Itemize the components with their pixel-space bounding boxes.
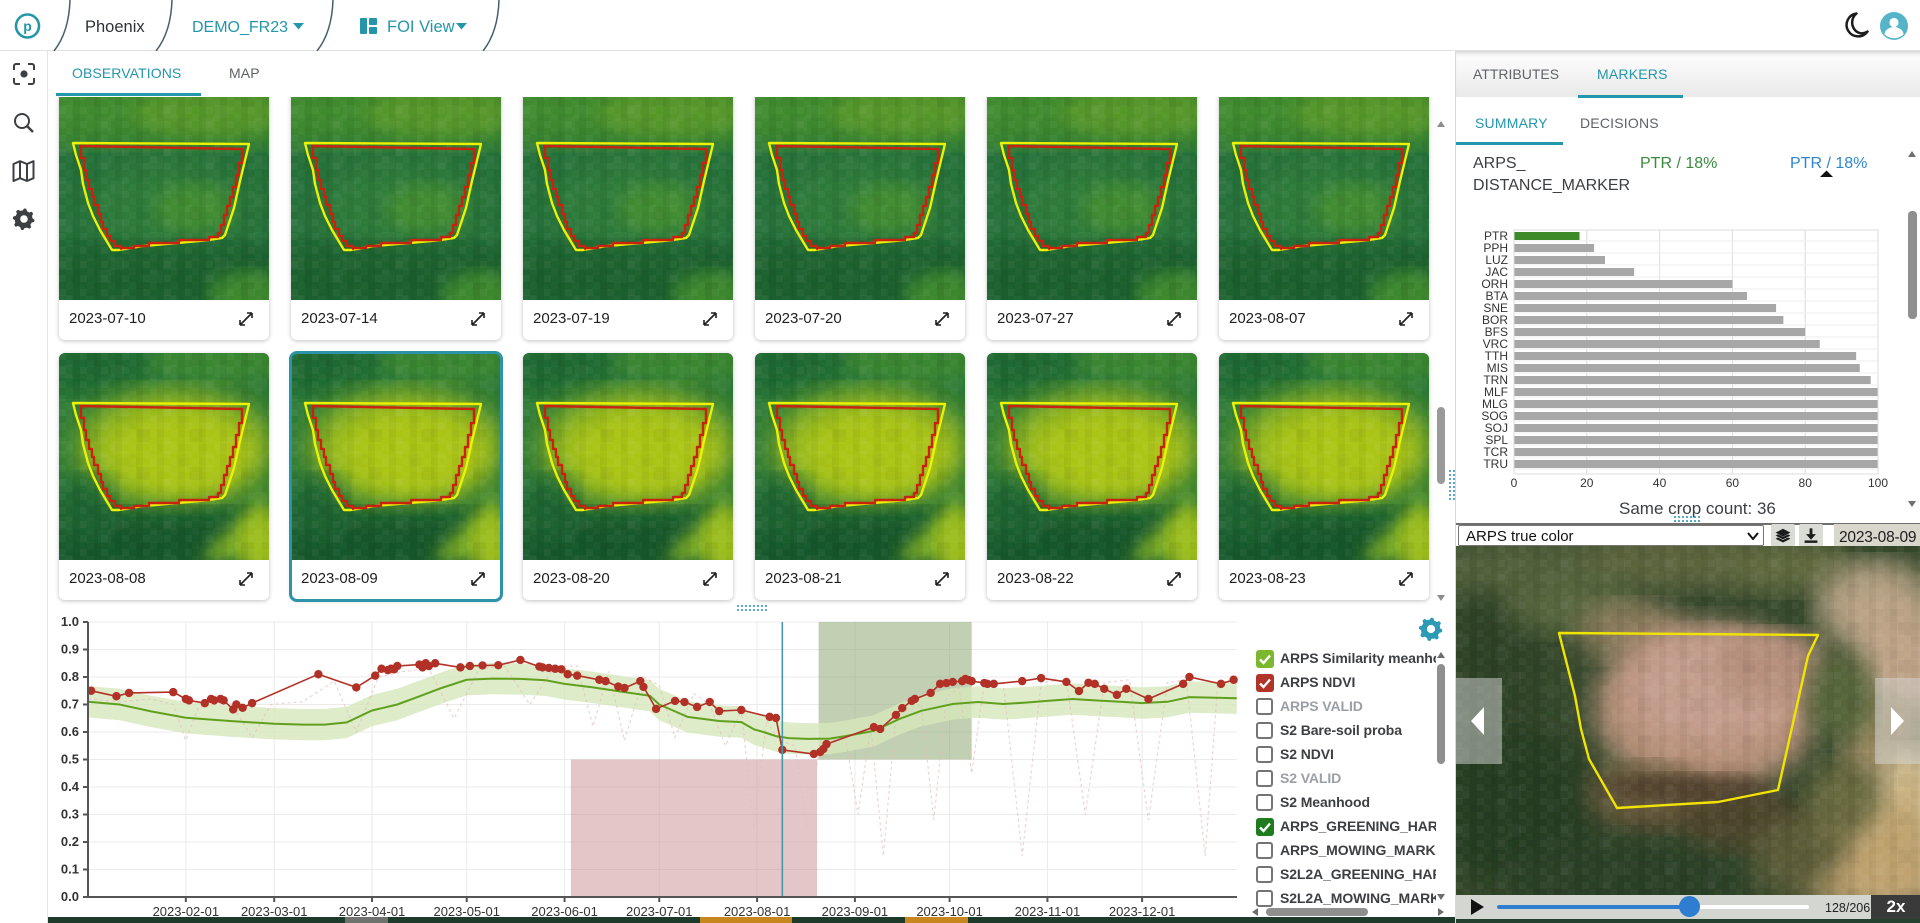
svg-text:TRU: TRU — [1483, 457, 1508, 471]
svg-text:0.3: 0.3 — [61, 807, 79, 822]
svg-text:PTR: PTR — [1484, 229, 1508, 243]
svg-text:BFS: BFS — [1485, 325, 1508, 339]
svg-text:2023-05-01: 2023-05-01 — [433, 904, 500, 917]
svg-text:0.7: 0.7 — [61, 697, 79, 712]
svg-text:MLG: MLG — [1482, 397, 1508, 411]
svg-text:20: 20 — [1580, 476, 1594, 490]
svg-text:2023-08-01: 2023-08-01 — [724, 904, 791, 917]
svg-text:0.4: 0.4 — [61, 779, 80, 794]
svg-text:TCR: TCR — [1483, 445, 1508, 459]
svg-text:MIS: MIS — [1487, 361, 1508, 375]
svg-text:40: 40 — [1653, 476, 1667, 490]
svg-text:JAC: JAC — [1485, 265, 1508, 279]
svg-text:PPH: PPH — [1483, 241, 1508, 255]
svg-text:Phoenix: Phoenix — [85, 18, 145, 36]
svg-text:60: 60 — [1726, 476, 1740, 490]
svg-text:0.2: 0.2 — [61, 834, 79, 849]
svg-text:BTA: BTA — [1486, 289, 1508, 303]
svg-text:2023-02-01: 2023-02-01 — [153, 904, 220, 917]
svg-text:0.0: 0.0 — [61, 889, 79, 904]
svg-text:0.5: 0.5 — [61, 752, 79, 767]
svg-text:SPL: SPL — [1485, 433, 1508, 447]
svg-text:TTH: TTH — [1485, 349, 1508, 363]
svg-text:0.6: 0.6 — [61, 724, 79, 739]
svg-text:MLF: MLF — [1484, 385, 1508, 399]
svg-text:SNE: SNE — [1483, 301, 1508, 315]
svg-text:2023-07-01: 2023-07-01 — [626, 904, 693, 917]
svg-text:0.9: 0.9 — [61, 642, 79, 657]
svg-text:1.0: 1.0 — [61, 614, 79, 629]
svg-text:p: p — [23, 18, 32, 34]
svg-text:2023-10-01: 2023-10-01 — [916, 904, 983, 917]
svg-text:2023-09-01: 2023-09-01 — [822, 904, 889, 917]
svg-text:0.1: 0.1 — [61, 862, 79, 877]
svg-text:0.8: 0.8 — [61, 669, 79, 684]
svg-text:LUZ: LUZ — [1485, 253, 1508, 267]
svg-text:SOG: SOG — [1481, 409, 1508, 423]
svg-text:2023-11-01: 2023-11-01 — [1015, 904, 1081, 917]
svg-text:2023-03-01: 2023-03-01 — [241, 904, 308, 917]
svg-text:DEMO_FR23: DEMO_FR23 — [192, 19, 288, 36]
svg-text:2023-12-01: 2023-12-01 — [1109, 904, 1176, 917]
svg-text:80: 80 — [1799, 476, 1813, 490]
svg-text:ORH: ORH — [1481, 277, 1508, 291]
svg-text:VRC: VRC — [1483, 337, 1509, 351]
svg-text:FOI View: FOI View — [387, 18, 455, 36]
svg-text:TRN: TRN — [1483, 373, 1508, 387]
svg-text:2023-04-01: 2023-04-01 — [339, 904, 406, 917]
svg-text:2023-06-01: 2023-06-01 — [531, 904, 598, 917]
svg-text:100: 100 — [1868, 476, 1888, 490]
svg-text:0: 0 — [1511, 476, 1518, 490]
svg-text:SOJ: SOJ — [1485, 421, 1508, 435]
svg-text:BOR: BOR — [1482, 313, 1508, 327]
